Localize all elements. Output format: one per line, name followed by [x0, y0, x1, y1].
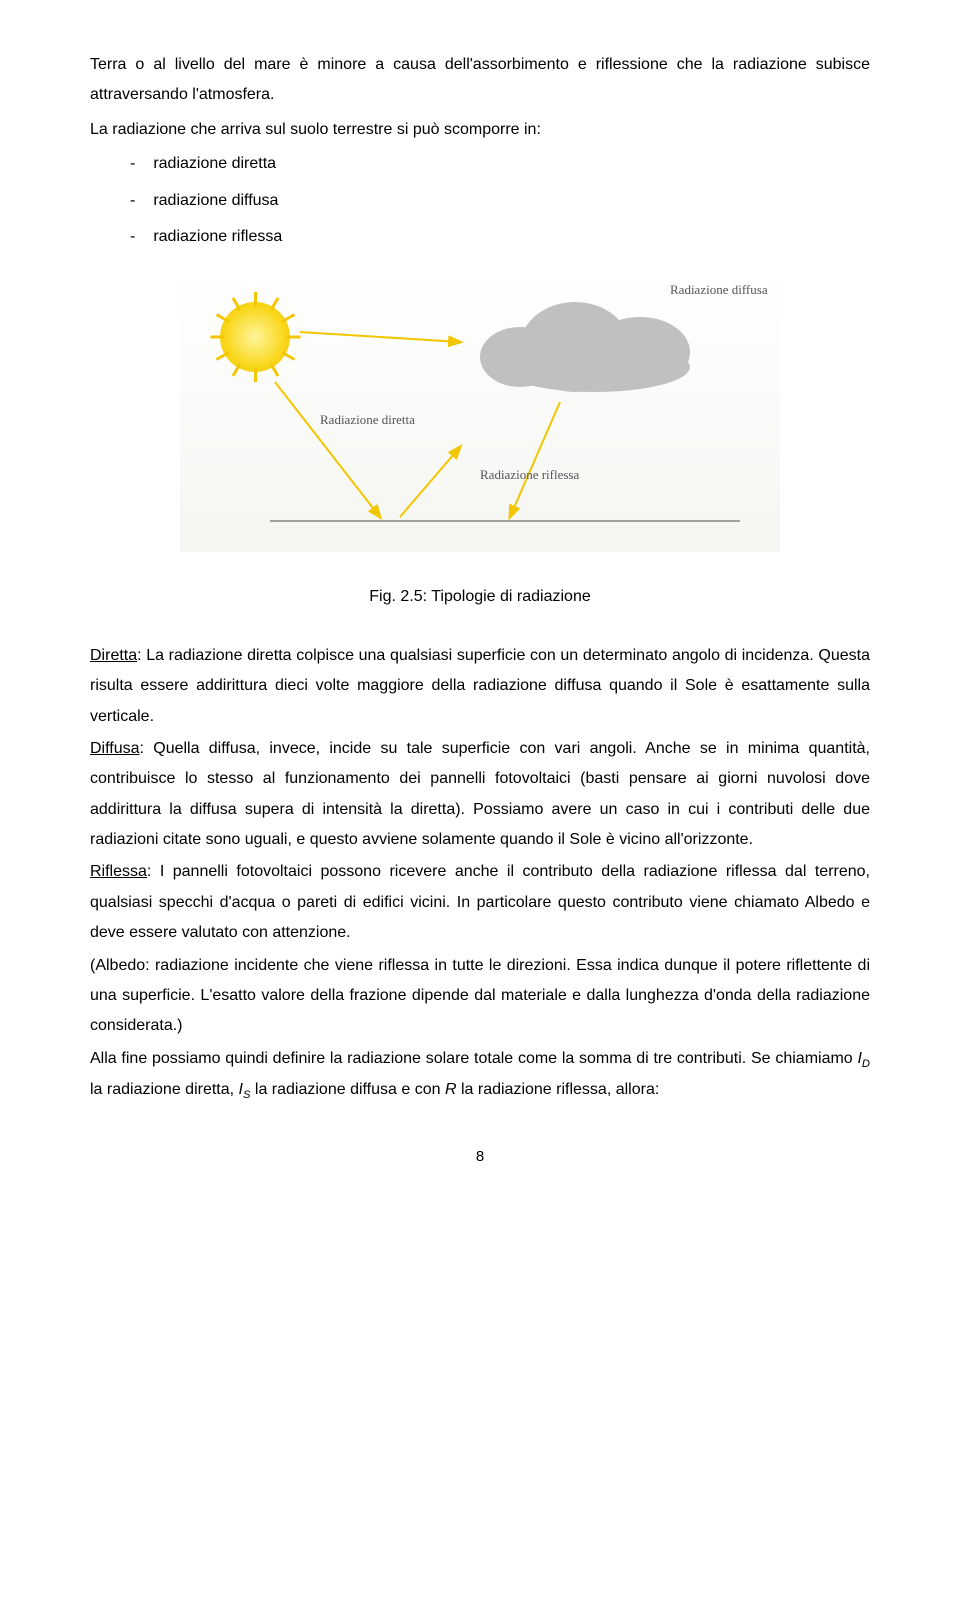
riflessa-definition: Riflessa: I pannelli fotovoltaici posson…	[90, 857, 870, 948]
ground-line	[270, 520, 740, 522]
page-number: 8	[90, 1143, 870, 1172]
list-item: radiazione diffusa	[130, 186, 870, 216]
intro-paragraph-2: La radiazione che arriva sul suolo terre…	[90, 115, 870, 145]
final-paragraph: Alla fine possiamo quindi definire la ra…	[90, 1044, 870, 1107]
diretta-definition: Diretta: La radiazione diretta colpisce …	[90, 641, 870, 732]
diagram-label-diretta: Radiazione diretta	[320, 412, 415, 429]
diffusa-definition: Diffusa: Quella diffusa, invece, incide …	[90, 734, 870, 856]
radiation-diagram: Radiazione diffusa Radiazione diretta Ra…	[180, 272, 780, 552]
diffusa-term: Diffusa	[90, 740, 140, 757]
diagram-label-diffusa: Radiazione diffusa	[670, 282, 768, 299]
list-item: radiazione diretta	[130, 149, 870, 179]
radiation-type-list: radiazione diretta radiazione diffusa ra…	[130, 149, 870, 252]
albedo-definition: (Albedo: radiazione incidente che viene …	[90, 951, 870, 1042]
diretta-term: Diretta	[90, 647, 137, 664]
riflessa-term: Riflessa	[90, 863, 147, 880]
diagram-label-riflessa: Radiazione riflessa	[480, 467, 579, 484]
arrows-svg	[180, 272, 780, 552]
figure-caption: Fig. 2.5: Tipologie di radiazione	[90, 582, 870, 612]
intro-paragraph-1: Terra o al livello del mare è minore a c…	[90, 50, 870, 111]
list-item: radiazione riflessa	[130, 222, 870, 252]
